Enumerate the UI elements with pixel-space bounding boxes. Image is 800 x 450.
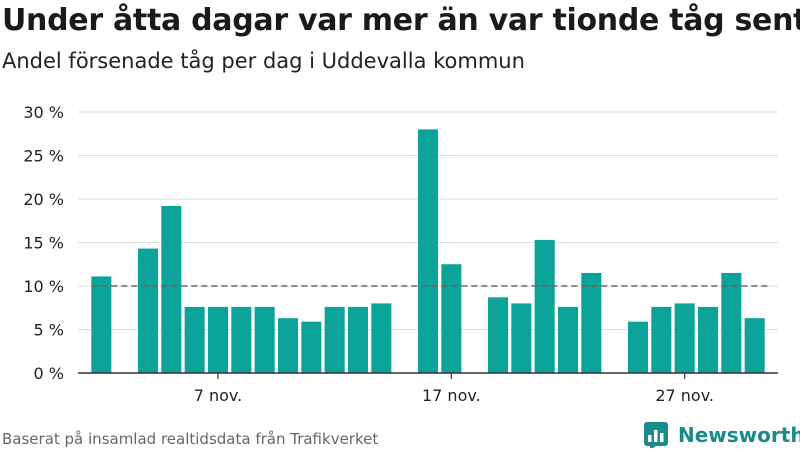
source-note: Baserat på insamlad realtidsdata från Tr… xyxy=(2,430,379,448)
bar xyxy=(301,321,322,373)
bar xyxy=(184,306,205,373)
bar xyxy=(277,318,299,373)
bar xyxy=(324,306,345,373)
y-tick-label: 25 % xyxy=(23,147,64,166)
y-tick-label: 30 % xyxy=(23,103,64,122)
bar xyxy=(371,303,392,373)
bar xyxy=(511,303,532,373)
bar xyxy=(417,129,439,373)
bar xyxy=(254,306,275,373)
bar xyxy=(91,276,112,373)
newsworthy-logo-icon xyxy=(644,422,668,448)
y-tick-label: 20 % xyxy=(23,190,64,209)
y-tick-label: 0 % xyxy=(34,364,64,383)
bar xyxy=(161,205,182,373)
bar xyxy=(651,306,672,373)
bar xyxy=(581,272,602,373)
bar xyxy=(231,306,252,373)
brand-logo[interactable]: Newsworthy xyxy=(644,420,800,450)
chart-title: Under åtta dagar var mer än var tionde t… xyxy=(2,3,800,38)
bar xyxy=(697,306,719,373)
bar xyxy=(674,303,695,373)
x-tick-label: 27 nov. xyxy=(655,386,714,405)
y-tick-label: 10 % xyxy=(23,277,64,296)
bar xyxy=(534,239,555,373)
bar xyxy=(721,272,742,373)
brand-name: Newsworthy xyxy=(678,423,800,447)
bar xyxy=(347,306,369,373)
y-tick-label: 15 % xyxy=(23,234,64,253)
bar-chart: 0 % 5 % 10 % 15 % 20 % 25 % 30 % 7 nov. 17 nov. 2… xyxy=(23,103,778,405)
bar xyxy=(627,321,649,373)
bar xyxy=(207,306,229,373)
y-tick-label: 5 % xyxy=(34,321,64,340)
bar xyxy=(137,248,159,373)
x-tick-label: 7 nov. xyxy=(194,386,243,405)
chart-subtitle: Andel försenade tåg per dag i Uddevalla … xyxy=(2,49,525,73)
bar xyxy=(557,306,579,373)
bar xyxy=(441,264,462,373)
bar xyxy=(487,297,509,373)
bar xyxy=(744,318,765,373)
x-tick-label: 17 nov. xyxy=(422,386,481,405)
